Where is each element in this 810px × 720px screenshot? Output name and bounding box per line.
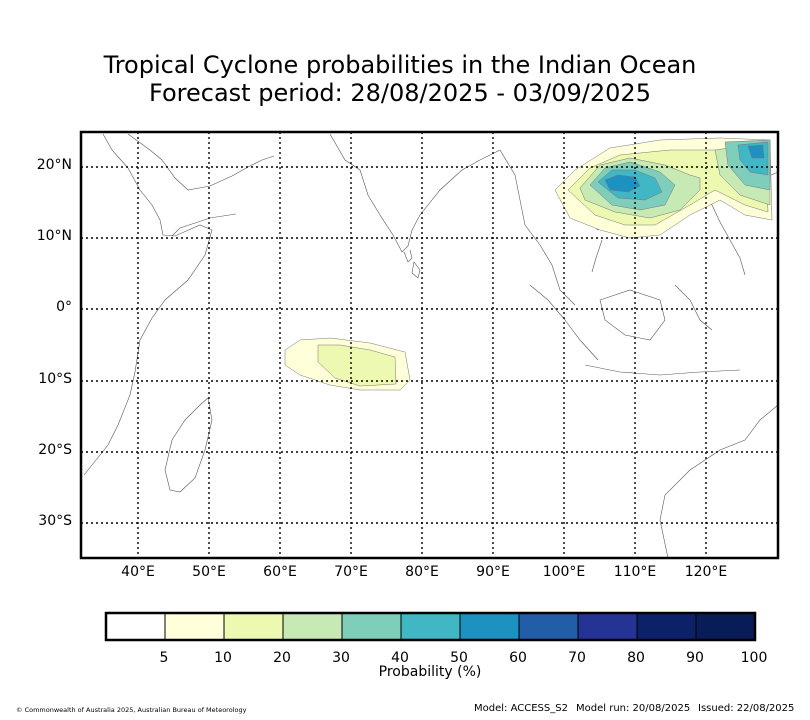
lon-label-100e: 100°E: [542, 564, 586, 580]
colorbar-tick-10: 10: [214, 650, 232, 666]
colorbar-swatch: [223, 612, 284, 641]
forecast-period: Forecast period: 28/08/2025 - 03/09/2025: [149, 79, 651, 107]
contour-50-northern: [604, 174, 641, 193]
lat-label-10s: 10°S: [38, 371, 72, 387]
colorbar-tick-70: 70: [568, 650, 586, 666]
colorbar-tick-100: 100: [740, 650, 768, 666]
colorbar-tick-40: 40: [391, 650, 409, 666]
lon-label-110e: 110°E: [613, 564, 657, 580]
lon-label-80e: 80°E: [405, 564, 439, 580]
model-name: Model: ACCESS_S2: [474, 703, 568, 714]
colorbar-tick-90: 90: [686, 650, 704, 666]
lat-label-10n: 10°N: [36, 228, 72, 244]
lat-label-30s: 30°S: [38, 513, 72, 529]
colorbar-swatch: [164, 612, 225, 641]
colorbar-swatch: [282, 612, 343, 641]
contour-10-southern: [317, 344, 397, 387]
model-run-date: Model run: 20/08/2025: [576, 703, 691, 714]
lon-label-90e: 90°E: [476, 564, 510, 580]
map-frame: [79, 130, 780, 560]
colorbar-tick-30: 30: [332, 650, 350, 666]
issued-date: Issued: 22/08/2025: [698, 703, 795, 714]
colorbar-tick-50: 50: [450, 650, 468, 666]
colorbar-tick-5: 5: [159, 650, 169, 666]
colorbar-swatch: [400, 612, 461, 641]
colorbar-swatch: [105, 612, 166, 641]
lat-label-20s: 20°S: [38, 442, 72, 458]
colorbar-tick-20: 20: [273, 650, 291, 666]
colorbar-title: Probability (%): [378, 664, 482, 680]
colorbar-frame: [104, 611, 757, 642]
lon-label-40e: 40°E: [121, 564, 155, 580]
lat-label-0: 0°: [56, 299, 72, 315]
lat-label-20n: 20°N: [36, 157, 72, 173]
graticule: [81, 132, 778, 558]
contour-50-east: [747, 144, 765, 159]
colorbar: [104, 611, 757, 642]
lon-label-70e: 70°E: [334, 564, 368, 580]
chart-title: Tropical Cyclone probabilities in the In…: [103, 51, 697, 79]
colorbar-swatch: [577, 612, 638, 641]
copyright-notice: © Commonwealth of Australia 2025, Austra…: [16, 706, 247, 714]
colorbar-tick-80: 80: [627, 650, 645, 666]
colorbar-swatch: [518, 612, 579, 641]
colorbar-swatch: [341, 612, 402, 641]
probability-contours: [284, 137, 773, 391]
colorbar-swatch: [459, 612, 520, 641]
colorbar-tick-60: 60: [509, 650, 527, 666]
lon-label-50e: 50°E: [192, 564, 226, 580]
lon-label-120e: 120°E: [684, 564, 728, 580]
colorbar-swatch: [695, 612, 756, 641]
colorbar-swatch: [636, 612, 697, 641]
lon-label-60e: 60°E: [263, 564, 297, 580]
